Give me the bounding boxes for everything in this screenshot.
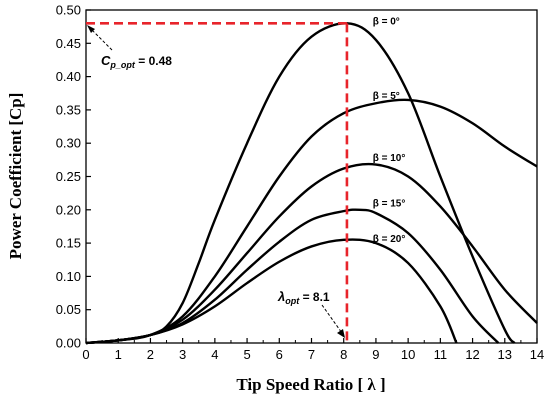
y-tick-label: 0.30	[56, 136, 81, 151]
curve-3	[85, 208, 500, 345]
x-tick-label: 6	[276, 347, 283, 362]
cp-opt-value: = 0.48	[135, 54, 172, 68]
lambda-opt-subscript: opt	[285, 296, 300, 306]
curve-4	[85, 238, 458, 345]
curve-labels: β = 0° β = 5° β = 10° β = 15° β = 20°	[373, 17, 406, 245]
x-tick-label: 1	[115, 347, 122, 362]
lambda-opt-annotation: λopt = 8.1	[277, 289, 330, 306]
lambda-opt-prefix: λ	[277, 289, 285, 304]
x-tick-label: 13	[498, 347, 512, 362]
lambda-opt-leader	[321, 304, 343, 334]
x-tick-label: 4	[211, 347, 218, 362]
curve-label-2: β = 10°	[373, 153, 406, 164]
x-tick-label: 2	[147, 347, 154, 362]
y-tick-label: 0.20	[56, 202, 81, 217]
x-tick-label: 9	[372, 347, 379, 362]
lambda-opt-value: = 8.1	[299, 290, 330, 304]
y-tick-label: 0.45	[56, 36, 81, 51]
curve-2	[85, 162, 538, 345]
x-tick-label: 11	[434, 347, 448, 362]
x-tick-label: 3	[179, 347, 186, 362]
x-tick-label: 0	[82, 347, 89, 362]
x-tick-label: 10	[401, 347, 415, 362]
x-axis-title: Tip Speed Ratio [ λ ]	[236, 375, 385, 394]
curve-label-1: β = 5°	[373, 91, 400, 102]
y-axis-title: Power Coefficient [Cp]	[6, 93, 25, 260]
cp-opt-arrowhead	[87, 25, 95, 33]
y-tick-label: 0.25	[56, 169, 81, 184]
curves	[85, 22, 538, 345]
y-tick-label: 0.50	[56, 3, 81, 18]
x-tick-label: 5	[243, 347, 250, 362]
cp-opt-annotation: Cp_opt = 0.48	[101, 53, 172, 70]
x-tick-label: 7	[308, 347, 315, 362]
y-tick-label: 0.10	[56, 269, 81, 284]
optimum-lines	[86, 22, 349, 343]
curve-label-3: β = 15°	[373, 198, 406, 209]
curve-label-4: β = 20°	[373, 234, 406, 245]
x-tick-label: 12	[465, 347, 479, 362]
y-tick-label: 0.40	[56, 69, 81, 84]
curve-1	[85, 98, 538, 345]
curve-label-0: β = 0°	[373, 17, 400, 28]
cp-opt-leader	[90, 28, 113, 51]
y-tick-label: 0.05	[56, 302, 81, 317]
x-tick-label: 14	[530, 347, 544, 362]
axis-ticks: 0 1 2 3 4 5 6 7 8 9 10 11 12 13 140.000.050.100.150.20…	[56, 3, 545, 363]
cp-opt-prefix: C	[101, 53, 111, 68]
cp-opt-subscript: p_opt	[109, 60, 135, 70]
y-tick-label: 0.00	[56, 336, 81, 351]
lambda-opt-arrowhead	[337, 329, 345, 338]
y-tick-label: 0.15	[56, 236, 81, 251]
y-tick-label: 0.35	[56, 102, 81, 117]
x-tick-label: 8	[340, 347, 347, 362]
